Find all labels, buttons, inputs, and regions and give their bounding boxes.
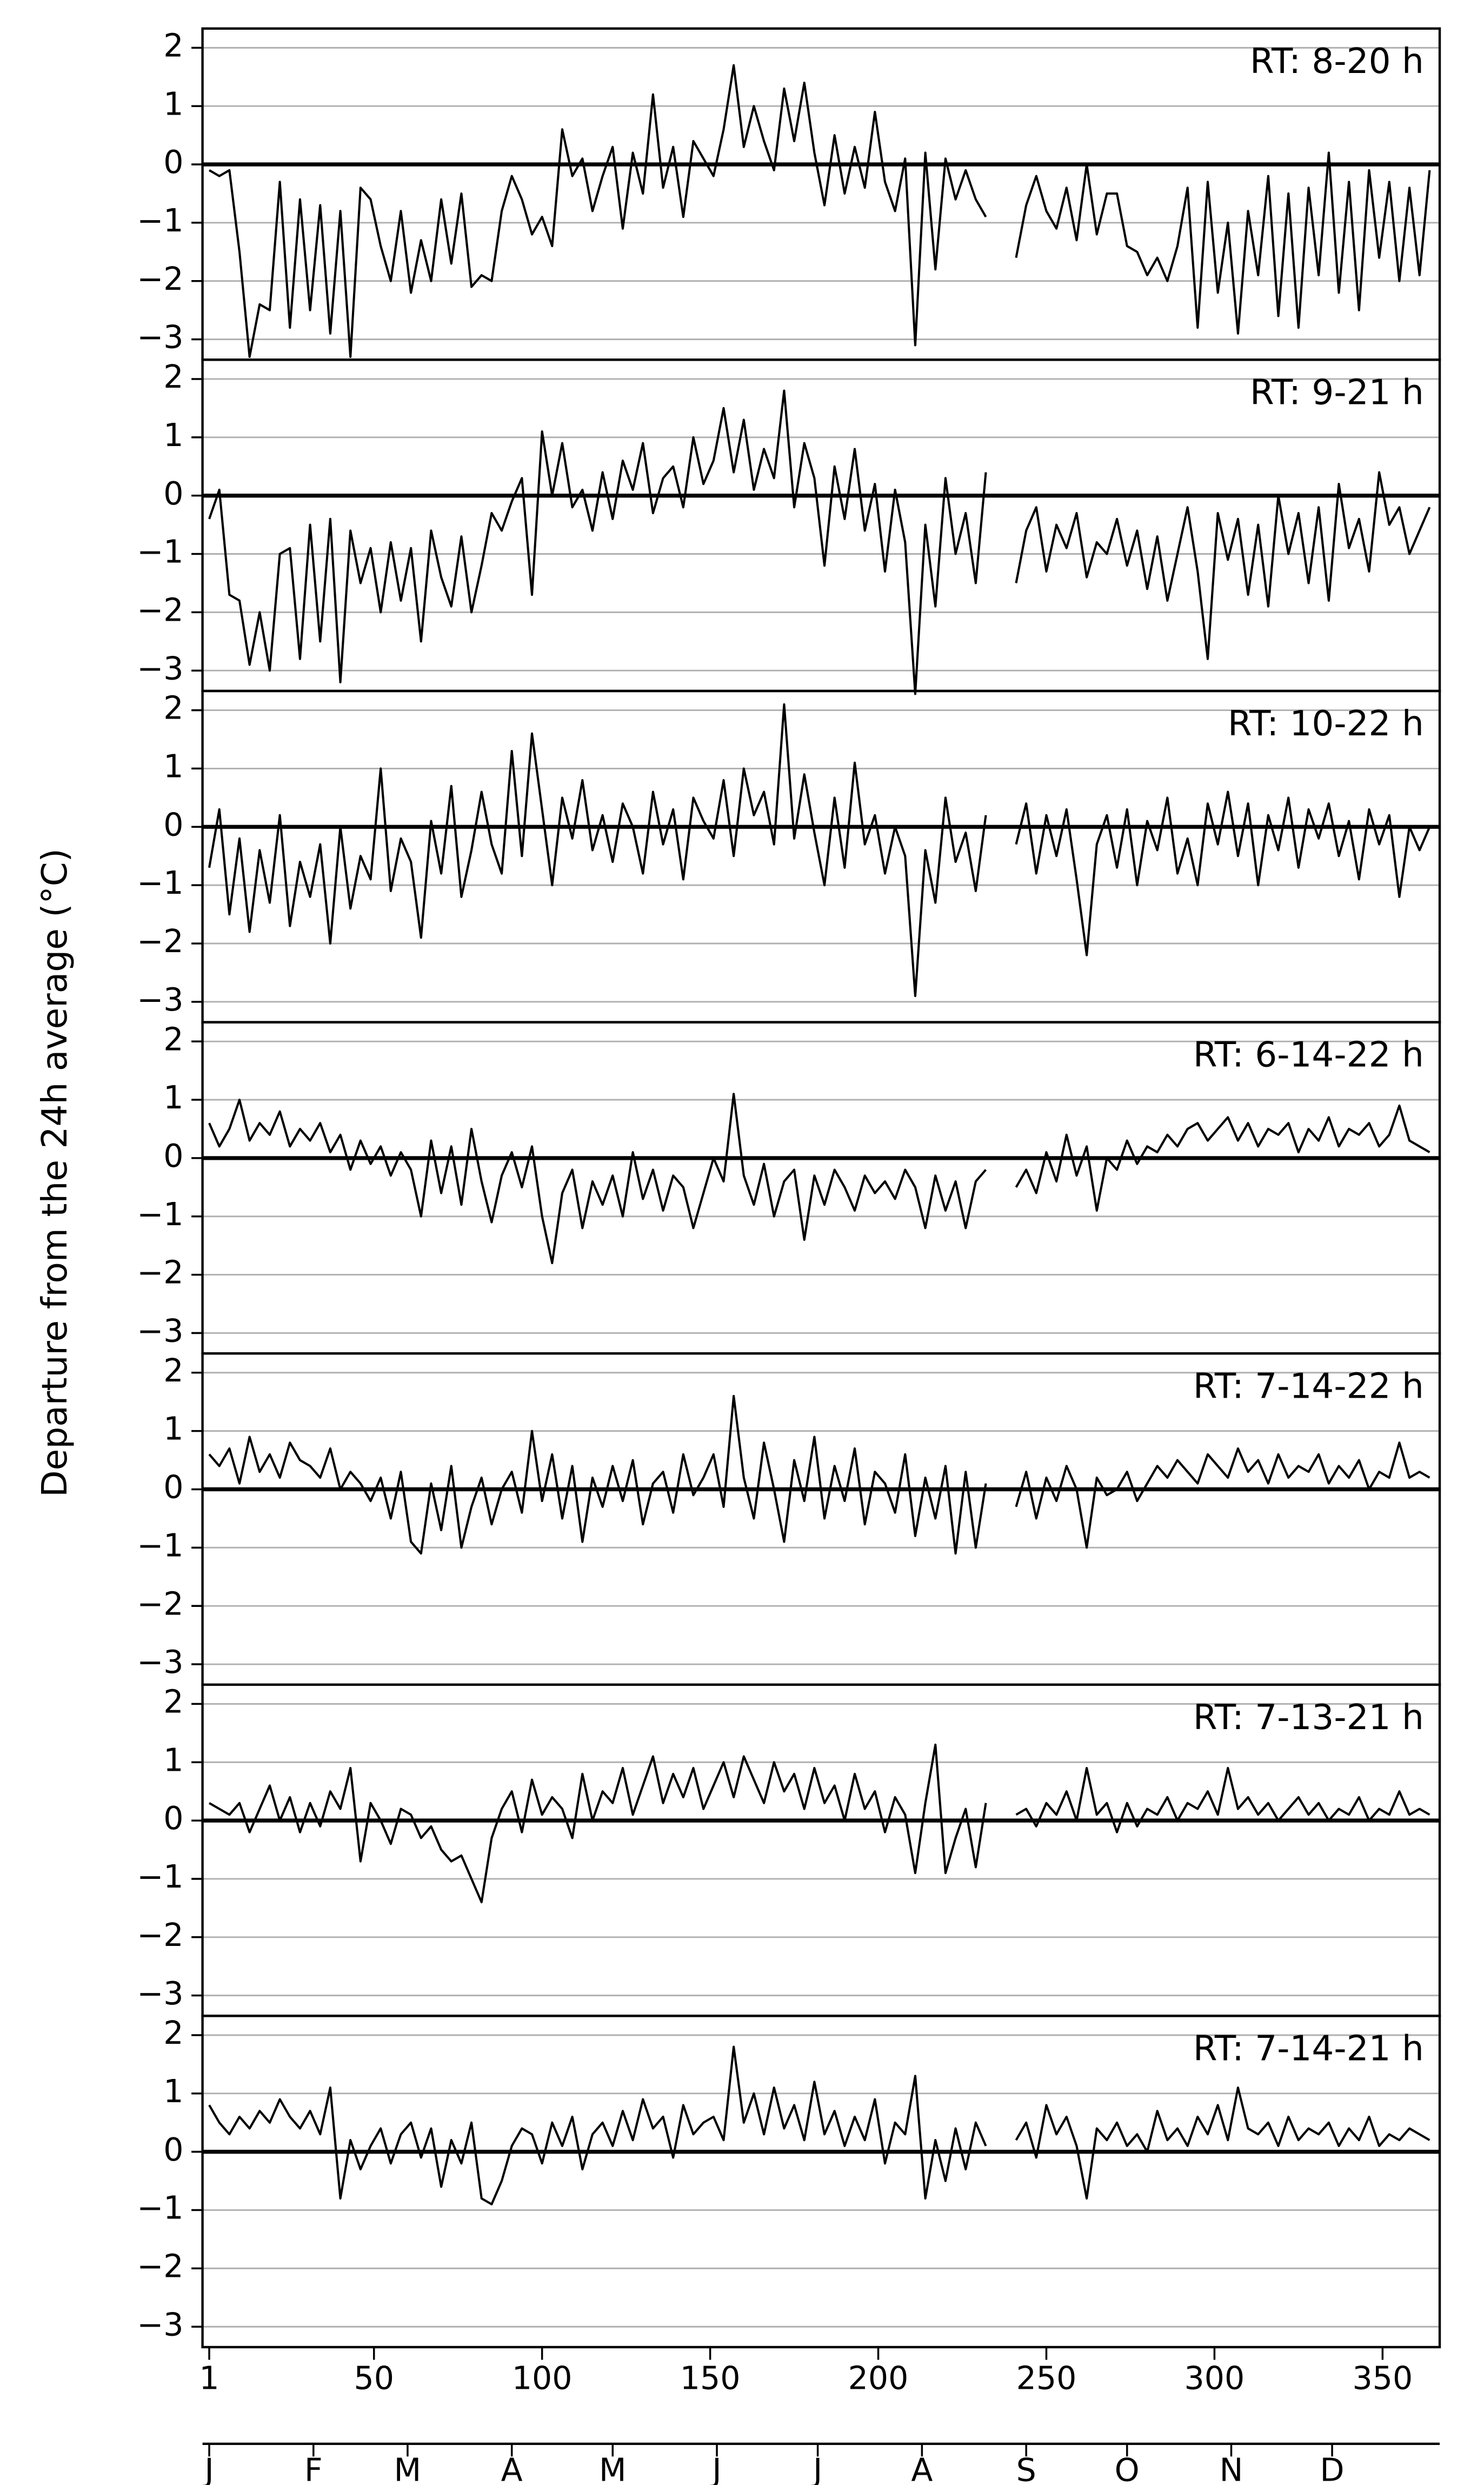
month-label: O (1115, 2452, 1140, 2485)
y-tick-label: 1 (163, 1411, 183, 1447)
month-label: A (501, 2452, 523, 2485)
panel-label: RT: 9-21 h (1250, 372, 1424, 413)
x-tick-label: 1 (199, 2360, 219, 2397)
x-tick-label: 200 (848, 2360, 909, 2397)
data-line (208, 1093, 1430, 1265)
x-tick-label: 150 (680, 2360, 741, 2397)
y-tick-label: 2 (163, 358, 183, 395)
y-tick-label: −3 (137, 650, 183, 687)
y-tick-label: −3 (137, 1975, 183, 2012)
y-tick-label: 1 (163, 2073, 183, 2110)
x-tick-label: 250 (1016, 2360, 1077, 2397)
month-label: M (599, 2452, 626, 2485)
panel-label: RT: 10-22 h (1228, 703, 1424, 744)
y-tick-label: −1 (137, 1858, 183, 1895)
y-tick-label: −1 (137, 1527, 183, 1564)
y-tick-label: −2 (137, 1917, 183, 1954)
data-line (208, 703, 1431, 998)
data-line (208, 1743, 1430, 1904)
x-tick-label: 100 (512, 2360, 573, 2397)
y-tick-label: −3 (137, 981, 183, 1018)
month-label: M (394, 2452, 421, 2485)
y-tick-label: 0 (163, 806, 183, 843)
data-line (208, 389, 1431, 695)
y-tick-label: −2 (137, 923, 183, 960)
y-tick-label: 0 (163, 475, 183, 512)
panel-label: RT: 7-14-22 h (1193, 1366, 1424, 1406)
y-tick-label: 0 (163, 2131, 183, 2168)
month-label: S (1016, 2452, 1036, 2485)
y-tick-label: −3 (137, 1644, 183, 1680)
month-label: J (811, 2452, 822, 2485)
panel-frame (201, 2015, 1441, 2349)
y-axis-label: Departure from the 24h average (°C) (35, 848, 75, 1497)
month-label: J (710, 2452, 721, 2485)
y-tick-label: 2 (163, 27, 183, 64)
y-tick-label: −1 (137, 202, 183, 239)
y-tick-label: −1 (137, 1196, 183, 1233)
x-tick-label: 50 (354, 2360, 394, 2397)
y-tick-label: 2 (163, 2015, 183, 2051)
y-tick-label: −2 (137, 2248, 183, 2284)
y-tick-label: −2 (137, 1254, 183, 1291)
x-tick-label: 350 (1352, 2360, 1413, 2397)
data-line (208, 1394, 1430, 1555)
panel-label: RT: 6-14-22 h (1193, 1035, 1424, 1075)
y-tick-label: 2 (163, 1021, 183, 1058)
panel-label: RT: 7-13-21 h (1193, 1697, 1424, 1738)
y-tick-label: −3 (137, 1313, 183, 1350)
data-line (208, 64, 1431, 358)
y-tick-label: −3 (137, 2306, 183, 2343)
y-tick-label: 0 (163, 144, 183, 181)
x-tick-label: 300 (1184, 2360, 1245, 2397)
y-tick-label: 1 (163, 1079, 183, 1116)
panel-label: RT: 8-20 h (1250, 41, 1424, 82)
month-label: A (911, 2452, 933, 2485)
data-line (208, 2045, 1430, 2205)
month-label: J (202, 2452, 214, 2485)
y-tick-label: −3 (137, 319, 183, 356)
y-tick-label: −2 (137, 261, 183, 297)
y-tick-label: 0 (163, 1800, 183, 1837)
month-label: D (1320, 2452, 1345, 2485)
y-tick-label: −2 (137, 592, 183, 628)
month-label: F (304, 2452, 323, 2485)
y-tick-label: 2 (163, 1683, 183, 1720)
y-tick-label: −1 (137, 534, 183, 570)
panel-label: RT: 7-14-21 h (1193, 2028, 1424, 2069)
month-label: N (1220, 2452, 1243, 2485)
y-tick-label: 0 (163, 1138, 183, 1174)
y-tick-label: 1 (163, 417, 183, 454)
y-tick-label: 2 (163, 1352, 183, 1389)
y-tick-label: 1 (163, 85, 183, 122)
y-tick-label: 2 (163, 690, 183, 727)
y-tick-label: −2 (137, 1585, 183, 1622)
y-tick-label: 1 (163, 1742, 183, 1778)
y-tick-label: 0 (163, 1469, 183, 1506)
y-tick-label: −1 (137, 865, 183, 901)
y-tick-label: 1 (163, 748, 183, 785)
y-tick-label: −1 (137, 2190, 183, 2227)
